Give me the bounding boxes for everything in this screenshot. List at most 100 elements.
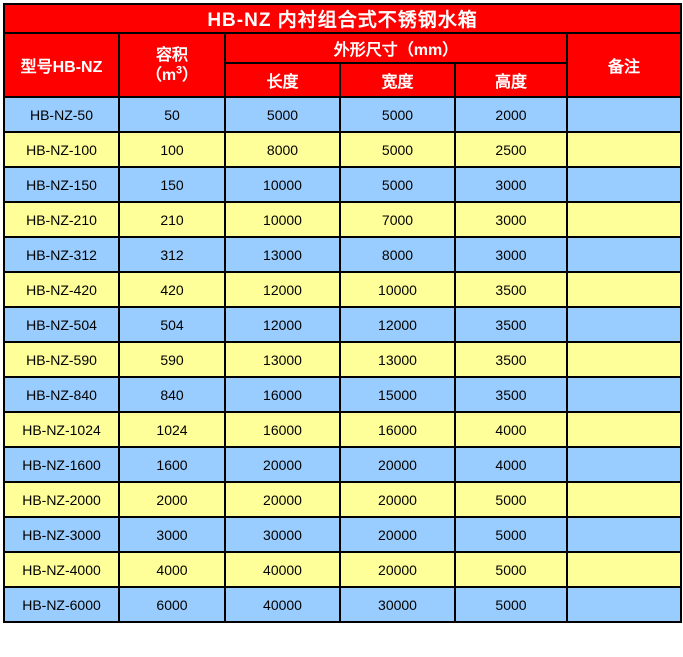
width-cell: 20000 — [339, 481, 456, 518]
remark-cell — [565, 96, 683, 133]
width-cell: 5000 — [339, 96, 456, 133]
width-cell: 30000 — [339, 586, 456, 623]
width-cell: 5000 — [339, 131, 456, 168]
remark-cell — [565, 306, 683, 343]
remark-cell — [565, 551, 683, 588]
header-volume: 容积 （m3） — [118, 32, 226, 98]
height-cell: 3500 — [454, 341, 568, 378]
table-body: HB-NZ-50 50 5000 5000 2000 HB-NZ-100 100… — [3, 96, 683, 623]
length-cell: 10000 — [224, 201, 341, 238]
length-cell: 12000 — [224, 271, 341, 308]
model-cell: HB-NZ-590 — [3, 341, 120, 378]
height-cell: 3500 — [454, 271, 568, 308]
volume-cell: 100 — [118, 131, 226, 168]
height-cell: 4000 — [454, 411, 568, 448]
height-cell: 5000 — [454, 586, 568, 623]
table-row: HB-NZ-590 590 13000 13000 3500 — [3, 341, 683, 378]
table-title: HB-NZ 内衬组合式不锈钢水箱 — [2, 3, 683, 34]
length-cell: 30000 — [224, 516, 341, 553]
model-cell: HB-NZ-312 — [3, 236, 120, 273]
remark-cell — [565, 271, 683, 308]
remark-cell — [565, 376, 683, 413]
volume-cell: 312 — [118, 236, 226, 273]
title-row: HB-NZ 内衬组合式不锈钢水箱 — [2, 3, 683, 34]
remark-cell — [565, 131, 683, 168]
length-cell: 5000 — [224, 96, 341, 133]
model-cell: HB-NZ-3000 — [3, 516, 120, 553]
remark-cell — [565, 516, 683, 553]
length-cell: 40000 — [224, 586, 341, 623]
volume-cell: 504 — [118, 306, 226, 343]
length-cell: 13000 — [224, 236, 341, 273]
model-cell: HB-NZ-6000 — [3, 586, 120, 623]
header-volume-label: 容积 — [155, 46, 188, 64]
remark-cell — [565, 446, 683, 483]
height-cell: 4000 — [454, 446, 568, 483]
table-row: HB-NZ-420 420 12000 10000 3500 — [3, 271, 683, 308]
header-height: 高度 — [454, 62, 568, 98]
volume-unit-close: ） — [182, 66, 199, 84]
volume-unit-superscript: 3 — [176, 64, 183, 77]
volume-cell: 210 — [118, 201, 226, 238]
table-row: HB-NZ-312 312 13000 8000 3000 — [3, 236, 683, 273]
length-cell: 10000 — [224, 166, 341, 203]
height-cell: 5000 — [454, 516, 568, 553]
model-cell: HB-NZ-4000 — [3, 551, 120, 588]
table-row: HB-NZ-150 150 10000 5000 3000 — [3, 166, 683, 203]
length-cell: 20000 — [224, 446, 341, 483]
product-spec-table: HB-NZ 内衬组合式不锈钢水箱 型号HB-NZ 容积 （m3） 外形尺寸（mm… — [2, 3, 683, 623]
model-cell: HB-NZ-2000 — [3, 481, 120, 518]
length-cell: 13000 — [224, 341, 341, 378]
width-cell: 20000 — [339, 551, 456, 588]
header-dimensions: 外形尺寸（mm） — [224, 32, 568, 64]
width-cell: 20000 — [339, 446, 456, 483]
width-cell: 5000 — [339, 166, 456, 203]
height-cell: 3000 — [454, 201, 568, 238]
remark-cell — [565, 236, 683, 273]
remark-cell — [565, 411, 683, 448]
table-row: HB-NZ-50 50 5000 5000 2000 — [3, 96, 683, 133]
model-cell: HB-NZ-210 — [3, 201, 120, 238]
height-cell: 2500 — [454, 131, 568, 168]
length-cell: 16000 — [224, 376, 341, 413]
model-cell: HB-NZ-1600 — [3, 446, 120, 483]
length-cell: 40000 — [224, 551, 341, 588]
table-row: HB-NZ-100 100 8000 5000 2500 — [3, 131, 683, 168]
remark-cell — [565, 586, 683, 623]
height-cell: 5000 — [454, 481, 568, 518]
volume-cell: 590 — [118, 341, 226, 378]
remark-cell — [565, 481, 683, 518]
width-cell: 7000 — [339, 201, 456, 238]
length-cell: 12000 — [224, 306, 341, 343]
header-row-2: 长度 宽度 高度 — [4, 62, 681, 98]
volume-unit-open: （m — [145, 66, 177, 84]
model-cell: HB-NZ-100 — [3, 131, 120, 168]
model-cell: HB-NZ-504 — [3, 306, 120, 343]
length-cell: 16000 — [224, 411, 341, 448]
width-cell: 10000 — [339, 271, 456, 308]
volume-cell: 50 — [118, 96, 226, 133]
volume-cell: 420 — [118, 271, 226, 308]
table-row: HB-NZ-1600 1600 20000 20000 4000 — [3, 446, 683, 483]
model-cell: HB-NZ-420 — [3, 271, 120, 308]
header-width: 宽度 — [339, 62, 456, 98]
table-row: HB-NZ-4000 4000 40000 20000 5000 — [3, 551, 683, 588]
height-cell: 3500 — [454, 306, 568, 343]
volume-cell: 1024 — [118, 411, 226, 448]
volume-cell: 840 — [118, 376, 226, 413]
volume-cell: 4000 — [118, 551, 226, 588]
width-cell: 20000 — [339, 516, 456, 553]
remark-cell — [565, 166, 683, 203]
volume-cell: 150 — [118, 166, 226, 203]
volume-cell: 3000 — [118, 516, 226, 553]
remark-cell — [565, 201, 683, 238]
table-header: HB-NZ 内衬组合式不锈钢水箱 型号HB-NZ 容积 （m3） 外形尺寸（mm… — [2, 3, 683, 98]
table-row: HB-NZ-1024 1024 16000 16000 4000 — [3, 411, 683, 448]
model-cell: HB-NZ-840 — [3, 376, 120, 413]
volume-cell: 2000 — [118, 481, 226, 518]
model-cell: HB-NZ-150 — [3, 166, 120, 203]
width-cell: 15000 — [339, 376, 456, 413]
header-model: 型号HB-NZ — [3, 32, 120, 98]
table-row: HB-NZ-210 210 10000 7000 3000 — [3, 201, 683, 238]
